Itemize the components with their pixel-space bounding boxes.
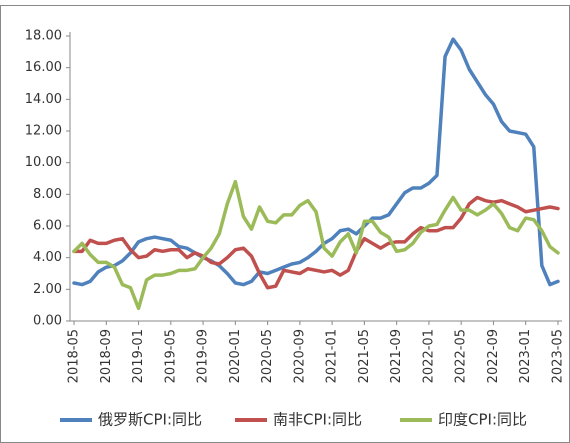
series-line: [72, 37, 560, 287]
y-tick-label: 8.00: [33, 187, 62, 202]
x-tick-label: 2018-05: [67, 329, 82, 383]
x-tick-label: 2021-05: [357, 329, 372, 383]
x-tick-label: 2020-01: [228, 329, 243, 383]
x-tick-label: 2022-09: [486, 329, 501, 383]
x-tick-label: 2019-05: [163, 329, 178, 383]
legend-label: 俄罗斯CPI:同比: [98, 411, 202, 429]
y-tick-label: 4.00: [33, 250, 62, 265]
legend-label: 南非CPI:同比: [273, 411, 362, 429]
x-tick-label: 2023-01: [518, 329, 533, 383]
y-tick-label: 18.00: [25, 29, 62, 44]
x-tick-label: 2023-05: [550, 329, 565, 383]
y-tick-label: 6.00: [33, 219, 62, 234]
series-line: [72, 195, 560, 290]
x-tick-label: 2019-01: [131, 329, 146, 383]
x-tick-label: 2021-09: [389, 329, 404, 383]
frame: [0, 5, 570, 443]
x-tick-label: 2022-05: [454, 329, 469, 383]
y-tick-label: 10.00: [25, 155, 62, 170]
y-tick-label: 0.00: [33, 314, 62, 329]
x-tick-label: 2018-09: [99, 329, 114, 383]
y-tick-label: 14.00: [25, 92, 62, 107]
series-line: [72, 179, 560, 311]
y-tick-label: 2.00: [33, 282, 62, 297]
legend-label: 印度CPI:同比: [438, 411, 527, 429]
x-tick-label: 2020-09: [292, 329, 307, 383]
y-tick-label: 16.00: [25, 60, 62, 75]
x-tick-label: 2020-05: [260, 329, 275, 383]
x-tick-label: 2022-01: [421, 329, 436, 383]
x-tick-label: 2021-01: [325, 329, 340, 383]
y-tick-label: 12.00: [25, 124, 62, 139]
x-tick-label: 2019-09: [196, 329, 211, 383]
